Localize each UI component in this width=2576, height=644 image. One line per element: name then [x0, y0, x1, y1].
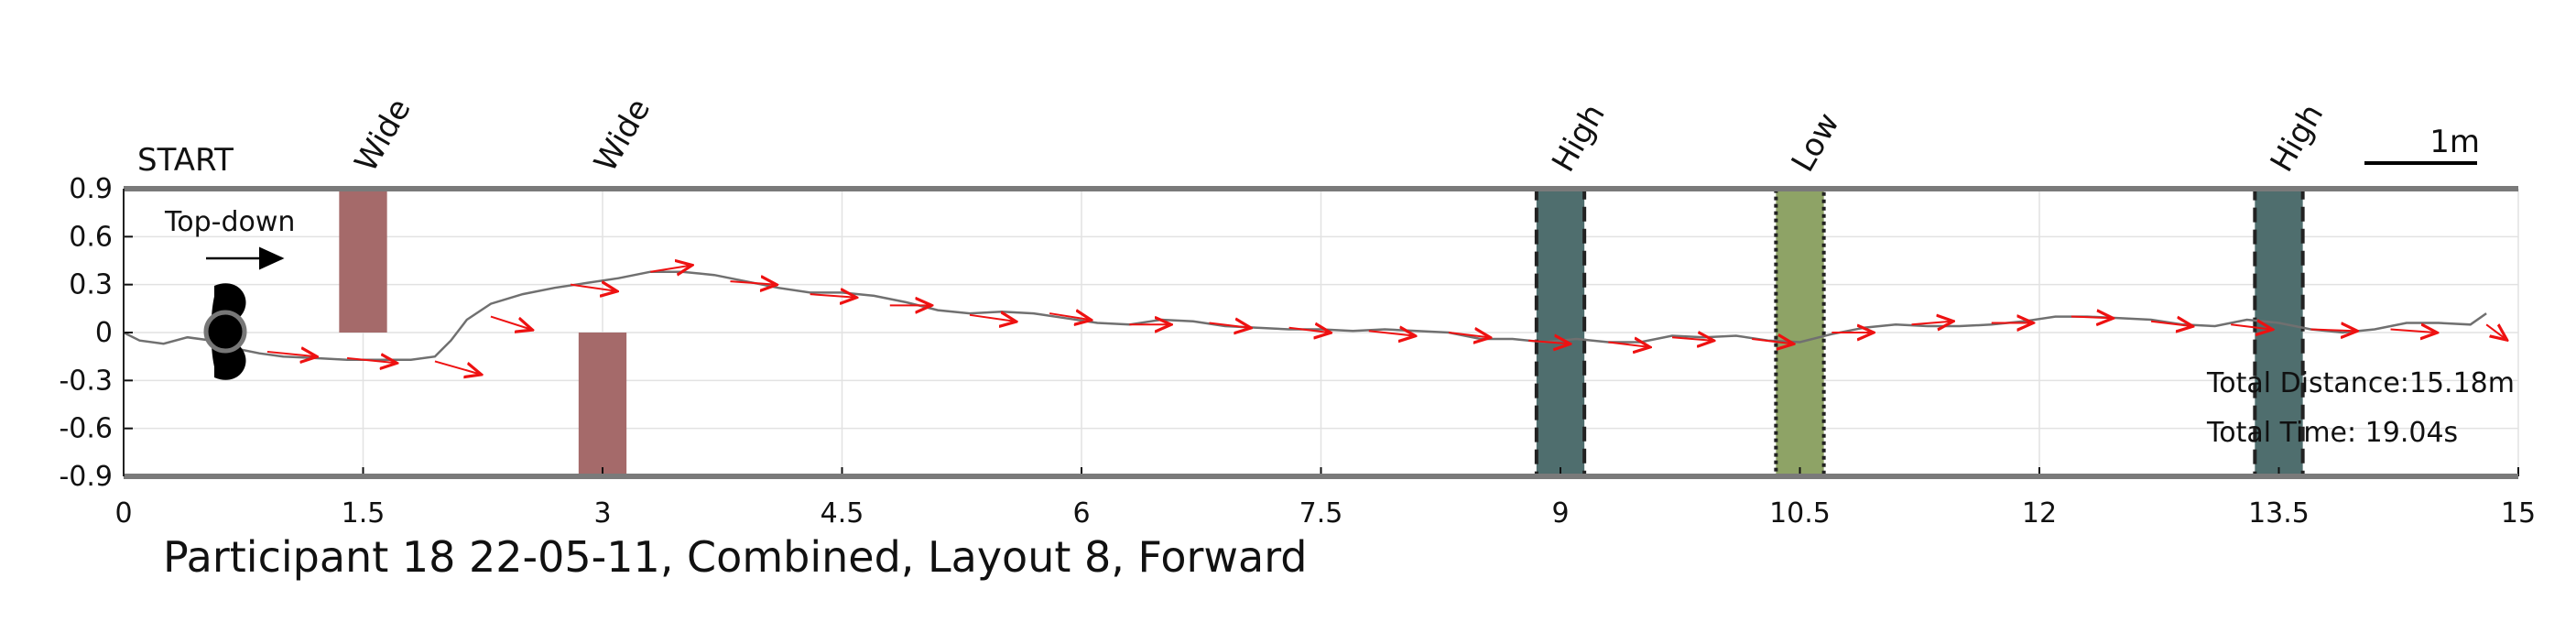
heading-arrow: [490, 315, 531, 330]
heading-arrow: [2310, 330, 2355, 332]
heading-arrow: [969, 315, 1015, 322]
y-tick-label: -0.3: [59, 365, 113, 397]
heading-arrow: [1368, 331, 1414, 335]
x-tick-label: 6: [1072, 497, 1090, 529]
x-tick-label: 9: [1551, 497, 1569, 529]
heading-arrow: [570, 285, 615, 291]
y-tick-label: 0: [95, 317, 113, 349]
heading-arrow: [1911, 322, 1952, 324]
axes: 0 1.5 3 4.5 6 7.5 9 10.5 12 13.5 15 0.9 0.6 0.3 0 -0.3 -…: [59, 173, 2536, 529]
heading-arrow: [266, 352, 315, 356]
obstacle-label: Wide: [348, 93, 418, 178]
x-tick-label: 1.5: [342, 497, 386, 529]
heading-arrow: [2231, 324, 2271, 329]
obstacle-label: Wide: [587, 93, 658, 178]
y-tick-label: 0.6: [69, 221, 113, 253]
heading-arrow: [810, 294, 855, 297]
chart-title: Participant 18 22-05-11, Combined, Layou…: [163, 532, 1308, 582]
heading-arrow: [1288, 328, 1330, 333]
heading-arrow: [650, 266, 690, 272]
obstacle-high: [1534, 187, 1587, 478]
x-tick-label: 10.5: [1769, 497, 1831, 529]
x-tick-label: 13.5: [2248, 497, 2310, 529]
total-distance: Total Distance:15.18m: [2206, 367, 2515, 399]
obstacle-label: High: [2264, 98, 2331, 179]
heading-arrow: [1209, 323, 1249, 328]
heading-arrow: [1049, 313, 1090, 320]
obstacle-label: Low: [1785, 107, 1847, 179]
y-tick-label: -0.6: [59, 413, 113, 445]
x-tick-label: 4.5: [821, 497, 864, 529]
heading-arrow: [730, 281, 775, 284]
obstacle-wide: [339, 189, 387, 333]
labels: Wide Wide High Low High: [348, 93, 2331, 178]
start-label: START: [137, 142, 234, 179]
heading-arrows: [266, 266, 2505, 375]
obstacle-label: High: [1545, 98, 1613, 179]
heading-arrow: [1608, 342, 1648, 346]
y-tick-label: 0.9: [69, 173, 113, 205]
participant-icon: [203, 283, 247, 380]
obstacles: [339, 187, 2305, 478]
x-tick-label: 0: [114, 497, 132, 529]
scale-label: 1m: [2429, 124, 2480, 160]
x-tick-label: 7.5: [1299, 497, 1343, 529]
heading-arrow: [1752, 339, 1792, 344]
obstacle-wide: [578, 333, 627, 476]
heading-arrow: [434, 360, 480, 374]
heading-arrow: [346, 358, 395, 363]
heading-arrow: [2150, 322, 2191, 326]
x-tick-label: 12: [2022, 497, 2057, 529]
orientation-label: Top-down: [164, 206, 295, 238]
heading-arrow: [1528, 341, 1569, 344]
heading-arrow: [2485, 324, 2505, 339]
total-time: Total Time: 19.04s: [2206, 417, 2458, 449]
obstacle-low: [1774, 187, 1826, 478]
heading-arrow: [1671, 337, 1712, 340]
grid: [123, 188, 2519, 477]
heading-arrow: [2071, 317, 2112, 319]
heading-arrow: [1448, 333, 1489, 337]
y-tick-label: -0.9: [59, 461, 113, 493]
y-tick-label: 0.3: [69, 269, 113, 301]
x-tick-label: 15: [2501, 497, 2536, 529]
x-tick-label: 3: [593, 497, 611, 529]
heading-arrow: [2390, 330, 2436, 333]
